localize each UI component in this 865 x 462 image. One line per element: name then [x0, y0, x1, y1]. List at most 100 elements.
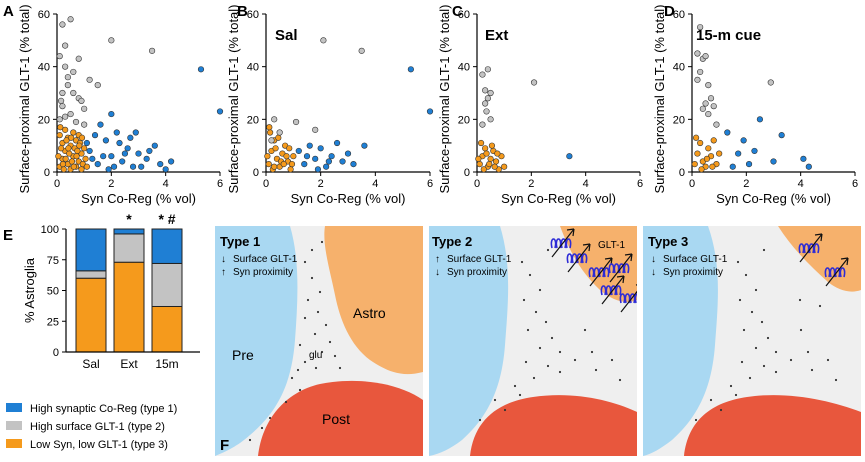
glutamate-dot	[590, 350, 594, 354]
glt1-transporter	[798, 233, 823, 263]
data-point-type1	[317, 145, 324, 152]
data-point-type1	[328, 153, 335, 160]
glutamate-dot	[338, 366, 342, 370]
data-point-type3	[286, 145, 293, 152]
data-point-type1	[306, 142, 313, 149]
data-point-type2	[697, 24, 704, 31]
data-point-type2	[530, 79, 538, 86]
transport-arrowhead	[566, 228, 575, 237]
glt1-transporter	[550, 228, 575, 258]
glutamate-dot	[290, 376, 294, 380]
glutamate-dot	[594, 368, 598, 372]
transporter-coil	[824, 267, 846, 278]
data-point-type2	[705, 110, 712, 118]
data-point-type1	[135, 150, 142, 157]
data-point-type2	[64, 74, 71, 81]
y-tick-label: 50	[47, 286, 59, 298]
glutamate-dot	[558, 370, 562, 374]
data-point-type1	[102, 137, 109, 144]
glutamate-dot	[610, 358, 614, 362]
data-point-type1	[323, 163, 330, 170]
glt1-transporters	[798, 233, 849, 287]
x-tick-label: 2	[743, 178, 749, 190]
type1-line2: Syn proximity	[233, 267, 293, 278]
glt1-transporter	[824, 257, 849, 287]
data-point-type1	[132, 129, 139, 136]
astrocyte-process	[324, 226, 423, 375]
data-point-type1	[745, 161, 753, 168]
glutamate-dot	[558, 350, 562, 354]
glutamate-dot	[760, 320, 764, 324]
glt1-label: GLT-1	[598, 240, 625, 251]
y-tick-label: 40	[38, 62, 50, 74]
data-point-type2	[484, 95, 491, 102]
data-point-type3	[716, 150, 723, 157]
legend-swatch-type1	[6, 403, 22, 412]
panel-letter-e: E	[3, 227, 13, 244]
y-axis-label: % Astroglia	[22, 257, 37, 323]
transporter-coil	[608, 263, 630, 274]
glutamate-dot	[532, 376, 536, 380]
x-tick-label: Sal	[82, 357, 99, 371]
glutamate-dot	[298, 388, 302, 392]
data-point-type2	[67, 16, 74, 23]
transporter-coil	[798, 243, 820, 254]
transport-arrow	[567, 243, 591, 273]
data-point-type2	[148, 47, 156, 54]
data-point-type3	[692, 134, 700, 141]
data-point-type1	[151, 142, 158, 149]
glutamate-dot	[513, 384, 517, 388]
data-point-type3	[78, 166, 85, 173]
data-point-type3	[283, 153, 290, 160]
x-tick-label: 0	[54, 178, 60, 190]
data-point-type3	[70, 129, 77, 136]
y-tick-label: 60	[247, 9, 259, 21]
x-tick-label: 15m	[155, 357, 178, 371]
transporter-coil	[550, 238, 572, 249]
x-tick-label: 6	[217, 178, 223, 190]
panel-letter-b: B	[237, 3, 248, 20]
data-point-type1	[89, 155, 96, 162]
glutamate-dot	[303, 260, 307, 264]
postsynaptic-terminal	[258, 380, 423, 456]
glt1-transporter	[600, 275, 625, 305]
type2-arrow1: ↑	[435, 254, 440, 265]
glutamate-dot	[709, 398, 713, 402]
transport-arrowhead	[624, 253, 633, 262]
y-axis-label: Surface-proximal GLT-1 (% total)	[652, 4, 667, 193]
glt1-transporter	[608, 253, 633, 283]
data-point-type1	[566, 153, 573, 160]
data-point-type2	[59, 89, 66, 97]
x-tick-label: 0	[689, 178, 695, 190]
glutamate-dot	[310, 276, 314, 280]
bar-segment-type1	[151, 228, 183, 264]
panel-letter-d: D	[664, 3, 675, 20]
glutamate-dot	[748, 376, 752, 380]
legend-label-type3: Low Syn, low GLT-1 (type 3)	[30, 439, 168, 451]
type1-title: Type 1	[220, 234, 260, 249]
data-point-type3	[698, 166, 705, 173]
data-point-type2	[62, 42, 69, 49]
glutamate-dot	[798, 298, 802, 302]
data-point-type3	[265, 161, 272, 168]
bar-segment-type2	[75, 270, 107, 279]
glutamate-dot	[538, 346, 542, 350]
data-point-type3	[709, 163, 716, 170]
glutamate-dot	[544, 320, 548, 324]
data-point-type1	[407, 66, 414, 73]
data-point-type3	[501, 163, 508, 170]
data-point-type2	[320, 37, 327, 44]
data-point-type2	[70, 68, 77, 76]
data-point-type3	[476, 161, 483, 168]
data-point-type3	[55, 153, 62, 160]
type2-line1: Surface GLT-1	[447, 254, 512, 265]
data-point-type3	[487, 155, 494, 162]
data-point-type2	[699, 105, 706, 112]
glutamate-dot	[774, 370, 778, 374]
glutamate-dot	[320, 350, 324, 354]
panel-letter-f: F	[220, 437, 229, 454]
data-point-type1	[740, 137, 747, 144]
glt1-transporter	[566, 243, 591, 273]
data-point-type3	[76, 142, 83, 149]
